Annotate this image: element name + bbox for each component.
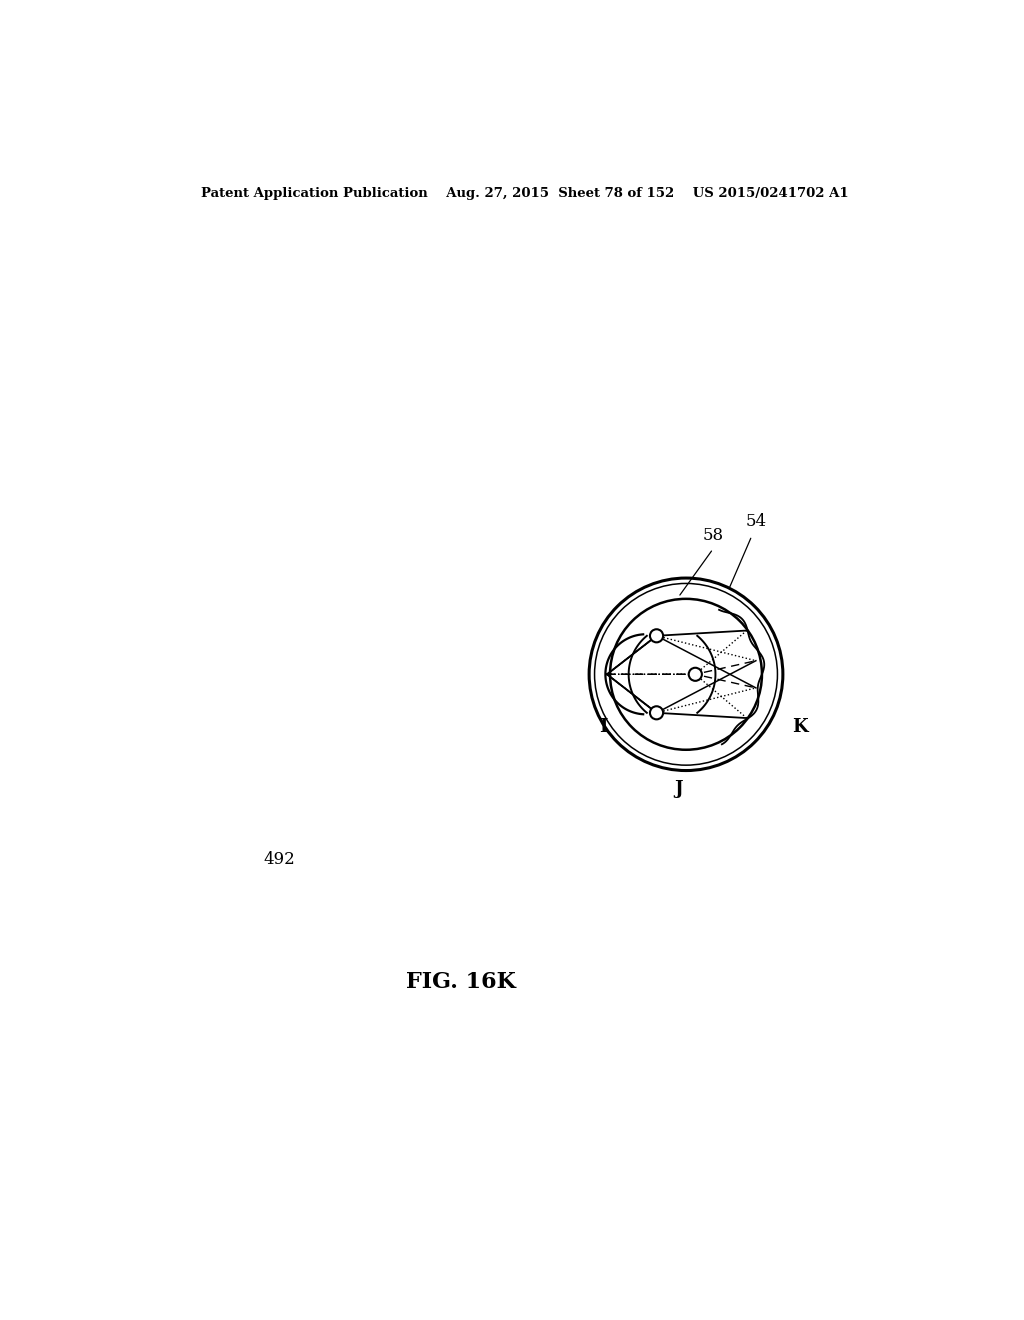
Text: Patent Application Publication    Aug. 27, 2015  Sheet 78 of 152    US 2015/0241: Patent Application Publication Aug. 27, … — [201, 186, 849, 199]
Text: I: I — [600, 718, 608, 737]
Circle shape — [689, 668, 701, 681]
Circle shape — [650, 706, 664, 719]
Circle shape — [650, 630, 664, 643]
Text: K: K — [793, 718, 808, 737]
Text: 58: 58 — [702, 527, 724, 544]
Text: J: J — [674, 780, 683, 797]
Text: 54: 54 — [745, 513, 766, 531]
Text: FIG. 16K: FIG. 16K — [407, 972, 516, 994]
Text: 492: 492 — [263, 851, 295, 869]
